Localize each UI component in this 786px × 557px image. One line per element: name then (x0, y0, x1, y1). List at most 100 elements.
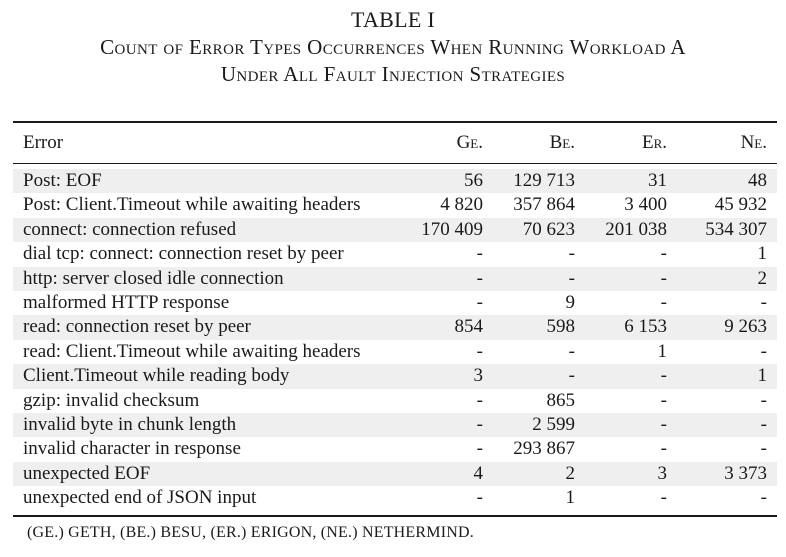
cell-geth: 170 409 (401, 217, 493, 243)
cell-erigon: 201 038 (585, 217, 677, 243)
cell-erigon: - (660, 292, 667, 314)
cell-nethermind: 3 373 (677, 461, 777, 487)
table-row: unexpected EOF 4 2 3 3 373 (13, 461, 777, 487)
cell-nethermind: 1 (677, 364, 777, 389)
cell-error: connect: connection refused (13, 217, 401, 243)
cell-error: unexpected end of JSON input (23, 487, 257, 509)
cell-erigon: - (585, 364, 677, 389)
error-count-table: Error Ge. Be. Er. Ne. Post: EOF 56 129 713… (13, 126, 777, 511)
cell-erigon: - (660, 389, 667, 411)
cell-nethermind: - (760, 389, 767, 411)
header-rule (13, 163, 777, 164)
cell-nethermind: 9 263 (677, 315, 777, 340)
cell-nethermind: 48 (677, 169, 777, 194)
cell-besu: - (568, 340, 575, 362)
cell-geth: - (476, 389, 483, 411)
cell-error: Post: Client.Timeout while awaiting head… (23, 194, 361, 216)
table-title-line: Count of Error Types Occurrences When Ru… (100, 35, 686, 59)
cell-geth: 56 (401, 169, 493, 194)
table-row: malformed HTTP response - 9 - - (13, 291, 777, 315)
table-label: TABLE I (350, 7, 436, 32)
header-row: Error Ge. Be. Er. Ne. (13, 126, 777, 160)
cell-besu: - (493, 266, 585, 292)
cell-error: Client.Timeout while reading body (13, 364, 401, 389)
cell-error: Post: EOF (13, 169, 401, 194)
table-row: read: Client.Timeout while awaiting head… (13, 340, 777, 364)
cell-error: http: server closed idle connection (13, 266, 401, 292)
cell-besu: 70 623 (493, 217, 585, 243)
cell-besu: 357 864 (513, 194, 575, 216)
cell-nethermind: 45 932 (714, 194, 767, 216)
header-geth: Ge. (456, 132, 483, 153)
cell-error: unexpected EOF (13, 461, 401, 487)
cell-geth: - (476, 438, 483, 460)
cell-error: read: connection reset by peer (13, 315, 401, 340)
cell-geth: - (401, 266, 493, 292)
cell-geth: 4 (401, 461, 493, 487)
cell-error: invalid character in response (23, 438, 241, 460)
table-row: Post: Client.Timeout while awaiting head… (13, 193, 777, 217)
table-row: read: connection reset by peer 854 598 6 15… (13, 315, 777, 340)
cell-erigon: 3 400 (624, 194, 667, 216)
cell-besu: 1 (565, 487, 576, 509)
cell-besu: 129 713 (493, 169, 585, 194)
cell-error: invalid byte in chunk length (13, 413, 401, 438)
top-rule (13, 121, 777, 123)
table-footnote: (GE.) GETH, (BE.) BESU, (ER.) ERIGON, (N… (27, 524, 474, 541)
cell-nethermind: - (760, 487, 767, 509)
cell-geth: 3 (401, 364, 493, 389)
cell-error: gzip: invalid checksum (23, 389, 200, 411)
cell-geth: - (476, 292, 483, 314)
cell-geth: - (401, 413, 493, 438)
table-row: connect: connection refused 170 409 70 623… (13, 217, 777, 243)
cell-nethermind: - (760, 292, 767, 314)
cell-nethermind: - (760, 340, 767, 362)
cell-error: malformed HTTP response (23, 292, 230, 314)
cell-erigon: - (585, 413, 677, 438)
cell-nethermind: - (760, 438, 767, 460)
header-erigon: Er. (641, 132, 667, 153)
cell-erigon: - (585, 266, 677, 292)
table-title: Count of Error Types Occurrences When Ru… (0, 34, 786, 88)
cell-erigon: 6 153 (585, 315, 677, 340)
header-nethermind: Ne. (740, 132, 767, 153)
cell-erigon: - (660, 243, 667, 265)
cell-erigon: - (660, 487, 667, 509)
cell-error: dial tcp: connect: connection reset by p… (23, 243, 344, 265)
table-row: unexpected end of JSON input - 1 - - (13, 486, 777, 510)
header-error: Error (23, 132, 64, 153)
cell-nethermind: - (677, 413, 777, 438)
cell-nethermind: 2 (677, 266, 777, 292)
table-row: invalid character in response - 293 867 - - (13, 437, 777, 461)
cell-besu: 293 867 (513, 438, 575, 460)
cell-besu: 9 (565, 292, 576, 314)
table-row: gzip: invalid checksum - 865 - - (13, 389, 777, 413)
cell-besu: 2 (493, 461, 585, 487)
table-row: Client.Timeout while reading body 3- -1 (13, 364, 777, 389)
cell-besu: - (568, 243, 575, 265)
cell-nethermind: 534 307 (677, 217, 777, 243)
table-caption: TABLE I Count of Error Types Occurrences… (0, 0, 786, 88)
cell-error: read: Client.Timeout while awaiting head… (23, 340, 361, 362)
table-row: dial tcp: connect: connection reset by p… (13, 242, 777, 266)
cell-geth: - (476, 340, 483, 362)
cell-geth: - (476, 487, 483, 509)
cell-erigon: 3 (585, 461, 677, 487)
cell-besu: - (493, 364, 585, 389)
cell-erigon: 1 (657, 340, 668, 362)
cell-geth: 4 820 (440, 194, 483, 216)
table-row: http: server closed idle connection - - -2 (13, 266, 777, 292)
bottom-rule (13, 515, 777, 517)
table-title-line: Under All Fault Injection Strategies (220, 62, 566, 86)
cell-nethermind: 1 (757, 243, 768, 265)
cell-geth: - (476, 243, 483, 265)
table-row: invalid byte in chunk length -2 599- - (13, 413, 777, 438)
table-row: Post: EOF 56 129 713 31 48 (13, 169, 777, 194)
cell-erigon: - (660, 438, 667, 460)
cell-besu: 865 (546, 389, 576, 411)
cell-geth: 854 (401, 315, 493, 340)
cell-besu: 2 599 (493, 413, 585, 438)
cell-erigon: 31 (585, 169, 677, 194)
cell-besu: 598 (493, 315, 585, 340)
header-besu: Be. (549, 132, 575, 153)
